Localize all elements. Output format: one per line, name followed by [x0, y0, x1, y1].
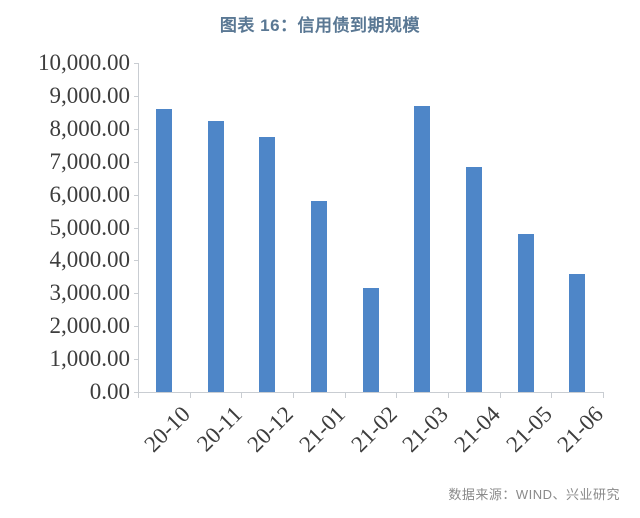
y-axis-tick [134, 161, 138, 163]
y-tick-label: 4,000.00 [49, 247, 131, 273]
bar-21-03 [414, 105, 431, 392]
y-axis-tick [134, 227, 138, 229]
y-axis-line [138, 63, 139, 393]
bar-20-11 [207, 120, 224, 392]
x-axis-tick [293, 393, 294, 398]
x-tick-label: 20-12 [242, 401, 299, 457]
x-tick-label: 21-02 [345, 401, 402, 457]
bar-21-01 [310, 201, 327, 392]
y-tick-label: 3,000.00 [49, 280, 131, 306]
y-axis-tick [134, 63, 138, 64]
y-axis-tick [134, 359, 138, 361]
chart-title: 图表 16：信用债到期规模 [219, 16, 421, 35]
x-axis-tick [603, 393, 604, 398]
bar-21-06 [569, 273, 586, 392]
y-tick-label: 2,000.00 [49, 313, 131, 339]
bar-21-02 [362, 288, 379, 392]
y-tick-label: 0.00 [89, 379, 130, 404]
x-axis-tick [241, 393, 243, 398]
y-axis-tick [134, 194, 138, 196]
x-tick-label: 21-01 [294, 401, 350, 457]
x-tick-label: 21-04 [449, 401, 505, 457]
x-axis-tick [499, 393, 501, 398]
x-tick-label: 20-11 [191, 401, 247, 457]
x-axis-tick [138, 393, 139, 398]
y-tick-label: 1,000.00 [49, 346, 131, 372]
x-axis-tick [396, 393, 398, 398]
y-axis-tick [134, 326, 138, 328]
source-note: 数据来源：WIND、兴业研究 [448, 487, 620, 502]
y-tick-label: 6,000.00 [49, 181, 131, 207]
x-tick-label: 20-10 [139, 401, 195, 457]
y-tick-label: 8,000.00 [49, 115, 131, 141]
x-axis-tick [189, 393, 191, 398]
x-tick-label: 21-06 [552, 401, 609, 457]
y-tick-label: 5,000.00 [49, 214, 131, 240]
y-axis-tick [134, 392, 138, 393]
bar-21-05 [517, 234, 534, 392]
y-axis-tick [134, 260, 138, 262]
bar-20-10 [155, 109, 172, 392]
y-axis-tick [134, 128, 138, 130]
x-tick-label: 21-03 [397, 401, 454, 457]
y-axis-tick [134, 293, 138, 295]
x-axis-line [138, 392, 604, 393]
y-tick-label: 10,000.00 [38, 50, 130, 75]
bar-21-04 [465, 166, 482, 392]
x-axis-tick [344, 393, 346, 398]
y-axis-tick [134, 95, 138, 97]
x-axis-tick [448, 393, 449, 398]
y-tick-label: 9,000.00 [49, 82, 131, 108]
y-tick-label: 7,000.00 [49, 148, 131, 174]
bar-20-12 [259, 137, 276, 392]
x-axis-tick [551, 393, 553, 398]
x-tick-label: 21-05 [500, 401, 557, 457]
